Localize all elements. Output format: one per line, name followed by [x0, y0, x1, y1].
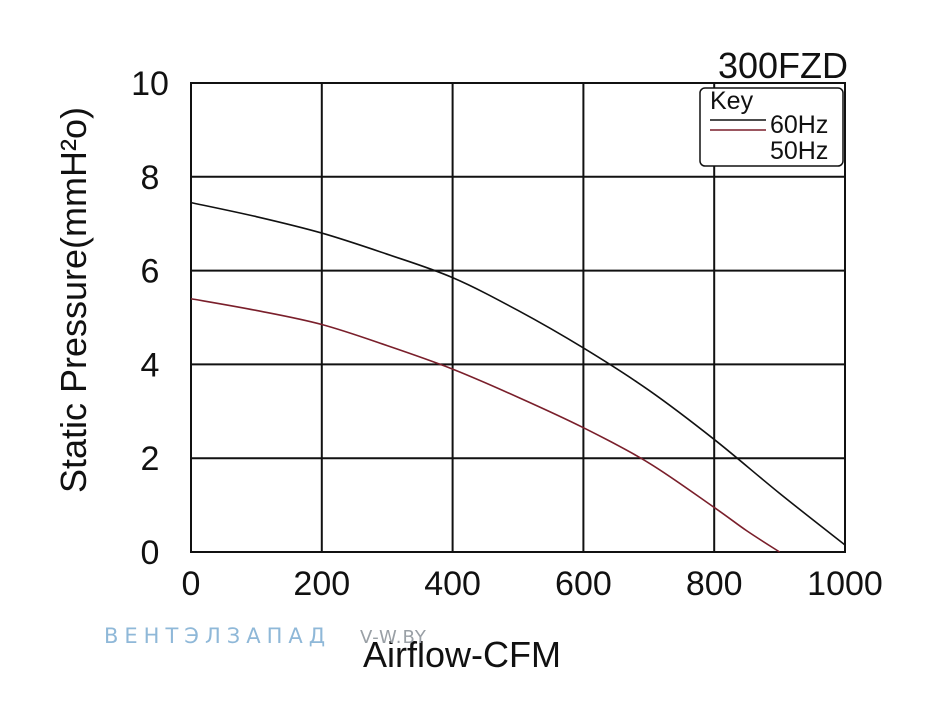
watermark-brand: ВЕНТЭЛЗАПАД — [104, 624, 331, 648]
legend-title: Key — [710, 87, 754, 115]
x-tick-label: 0 — [182, 565, 201, 603]
legend-box — [699, 87, 844, 167]
series-line-60hz — [190, 201, 846, 546]
y-axis-label: Static Pressure(mmH²o) — [53, 107, 94, 493]
x-tick-label: 400 — [424, 565, 481, 603]
x-tick-label: 800 — [686, 565, 743, 603]
y-tick-label: 0 — [141, 534, 160, 572]
chart-title: 300FZD — [718, 45, 848, 86]
plot-frame — [190, 82, 846, 553]
x-tick-label: 200 — [293, 565, 350, 603]
series-line-50hz — [190, 297, 781, 553]
x-tick-labels: 0 200 400 600 800 1000 — [182, 565, 883, 603]
y-tick-label: 6 — [141, 253, 160, 291]
legend-label-50hz: 50Hz — [770, 137, 828, 165]
x-tick-label: 1000 — [807, 565, 883, 603]
series-layer — [190, 201, 846, 553]
x-tick-label: 600 — [555, 565, 612, 603]
legend: Key 60Hz 50Hz — [699, 87, 844, 167]
y-tick-label: 10 — [131, 65, 169, 103]
legend-label-60hz: 60Hz — [770, 111, 828, 139]
y-tick-label: 8 — [141, 159, 160, 197]
y-tick-label: 4 — [141, 346, 160, 384]
y-tick-label: 2 — [141, 440, 160, 478]
x-axis-label: Airflow-CFM — [363, 634, 561, 675]
watermark-site: V-W.BY — [360, 627, 427, 648]
y-tick-labels: 0 2 4 6 8 10 — [131, 65, 169, 572]
